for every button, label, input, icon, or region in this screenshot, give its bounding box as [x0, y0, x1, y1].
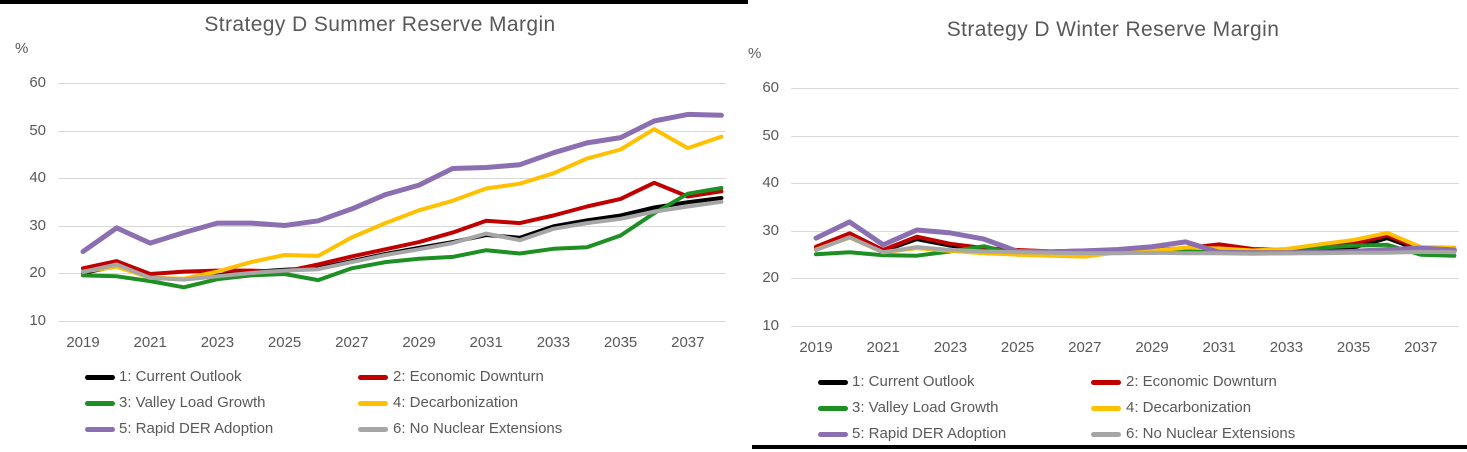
gridline [58, 178, 726, 179]
legend-line-marker [818, 432, 848, 437]
x-tick-label: 2023 [933, 339, 968, 356]
y-tick-label: 30 [29, 216, 46, 234]
legend-item: 1: Current Outlook [0, 368, 734, 386]
legend-label: 2: Economic Downturn [1126, 373, 1277, 390]
legend-item: 6: No Nuclear Extensions [733, 425, 1467, 443]
x-tick-label: 2025 [267, 334, 302, 351]
gridline [791, 88, 1459, 89]
legend-line-marker [85, 375, 115, 380]
summer-chart-panel: Strategy D Summer Reserve Margin % 1: Cu… [0, 13, 734, 438]
plot-area [813, 219, 1457, 259]
series-line-4 [81, 127, 724, 281]
winter-chart-panel: Strategy D Winter Reserve Margin % 1: Cu… [733, 0, 1467, 452]
gridline [58, 83, 726, 84]
y-tick-label: 20 [29, 264, 46, 281]
gridline [58, 225, 726, 227]
gridline [58, 273, 726, 274]
x-tick-label: 2033 [1269, 339, 1304, 356]
legend-label: 2: Economic Downturn [393, 368, 544, 385]
x-tick-label: 2031 [469, 334, 503, 351]
gridline [791, 278, 1459, 279]
x-tick-label: 2029 [1135, 339, 1169, 356]
legend-line-marker [358, 375, 388, 380]
y-tick-label: 50 [762, 126, 779, 144]
legend-label: 1: Current Outlook [852, 373, 975, 390]
gridline [791, 183, 1459, 184]
x-tick-label: 2035 [603, 334, 638, 351]
series-line-3 [81, 186, 724, 290]
series-line-5 [80, 111, 724, 255]
legend-item: 6: No Nuclear Extensions [0, 420, 734, 438]
legend-item: 3: Valley Load Growth [0, 394, 734, 412]
series-line-2 [81, 180, 724, 276]
series-line-6 [81, 199, 724, 282]
y-tick-label: 10 [29, 311, 46, 329]
legend-line-marker [358, 401, 388, 406]
x-tick-label: 2021 [133, 334, 167, 351]
x-tick-label: 2019 [799, 339, 833, 356]
y-tick-label: 10 [762, 316, 779, 334]
x-tick-label: 2037 [671, 334, 705, 351]
right-panel-bottom-border [752, 445, 1467, 449]
x-tick-label: 2033 [536, 334, 571, 351]
y-axis-unit-label: % [748, 45, 762, 62]
legend-label: 3: Valley Load Growth [852, 399, 999, 416]
y-tick-label: 30 [762, 221, 779, 239]
y-tick-label: 60 [29, 74, 46, 91]
chart-title-summer: Strategy D Summer Reserve Margin [204, 13, 556, 36]
legend-label: 5: Rapid DER Adoption [852, 425, 1007, 442]
legend-item: 2: Economic Downturn [0, 368, 734, 386]
plot-area [80, 111, 724, 290]
legend-line-marker [818, 380, 848, 385]
legend-item: 5: Rapid DER Adoption [733, 425, 1467, 443]
y-tick-label: 60 [762, 79, 779, 96]
legend-item: 2: Economic Downturn [733, 373, 1467, 391]
legend-line-marker [818, 406, 848, 411]
legend-item: 3: Valley Load Growth [733, 399, 1467, 417]
chart-title-winter: Strategy D Winter Reserve Margin [946, 18, 1280, 41]
legend-label: 5: Rapid DER Adoption [119, 420, 274, 437]
y-tick-label: 40 [29, 169, 46, 186]
x-tick-label: 2037 [1404, 339, 1438, 356]
legend-label: 3: Valley Load Growth [119, 394, 266, 411]
legend-item: 1: Current Outlook [733, 373, 1467, 391]
x-tick-label: 2029 [402, 334, 436, 351]
y-axis-unit-label: % [15, 40, 29, 57]
legend-item: 4: Decarbonization [0, 394, 734, 412]
legend-label: 6: No Nuclear Extensions [393, 420, 563, 437]
y-tick-label: 40 [762, 174, 779, 191]
legend-label: 4: Decarbonization [393, 394, 519, 411]
legend-line-marker [1091, 380, 1121, 385]
gridline [791, 325, 1459, 327]
legend-item: 4: Decarbonization [733, 399, 1467, 417]
legend-line-marker [1091, 406, 1121, 411]
legend-label: 4: Decarbonization [1126, 399, 1252, 416]
legend-label: 6: No Nuclear Extensions [1126, 425, 1296, 442]
x-tick-label: 2021 [866, 339, 900, 356]
x-tick-label: 2027 [335, 334, 369, 351]
legend-line-marker [85, 427, 115, 432]
y-tick-label: 20 [762, 269, 779, 286]
x-tick-label: 2031 [1202, 339, 1236, 356]
x-tick-label: 2023 [200, 334, 235, 351]
x-tick-label: 2019 [66, 334, 100, 351]
x-tick-label: 2035 [1336, 339, 1371, 356]
legend-line-marker [85, 401, 115, 406]
x-tick-label: 2025 [1000, 339, 1035, 356]
legend-item: 5: Rapid DER Adoption [0, 420, 734, 438]
gridline [791, 230, 1459, 232]
legend-line-marker [358, 427, 388, 432]
legend-line-marker [1091, 432, 1121, 437]
series-line-1 [81, 196, 724, 282]
series-line-6 [814, 235, 1457, 256]
legend-label: 1: Current Outlook [119, 368, 242, 385]
x-tick-label: 2027 [1068, 339, 1102, 356]
left-panel-top-border [0, 0, 748, 4]
gridline [58, 320, 726, 322]
gridline [58, 130, 726, 132]
gridline [791, 135, 1459, 137]
y-tick-label: 50 [29, 121, 46, 139]
